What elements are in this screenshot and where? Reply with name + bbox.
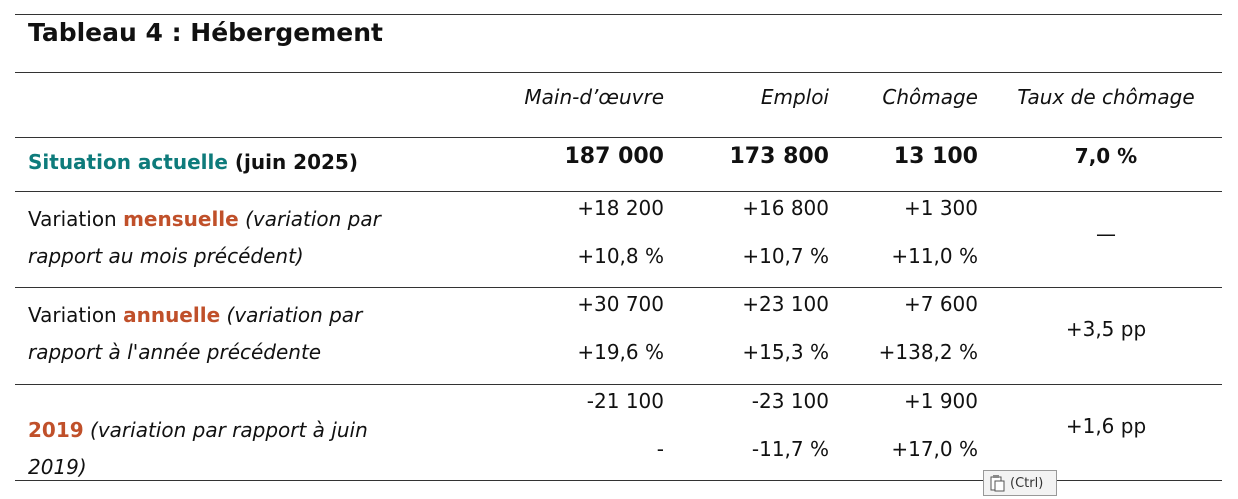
label-part: (variation par rapport à juin 2019) bbox=[28, 418, 368, 479]
cell: +18 200 bbox=[577, 196, 664, 220]
label-part: annuelle bbox=[123, 303, 221, 327]
cell: +1,6 pp bbox=[1065, 414, 1147, 438]
cell: — bbox=[1096, 222, 1116, 246]
column-header: Taux de chômage bbox=[1017, 85, 1195, 109]
column-header: Chômage bbox=[882, 85, 978, 109]
rule bbox=[15, 384, 1222, 385]
cell: 187 000 bbox=[564, 144, 664, 169]
cell: +7 600 bbox=[903, 292, 978, 316]
rule bbox=[15, 287, 1222, 288]
label-part: mensuelle bbox=[123, 207, 239, 231]
row-label: 2019 (variation par rapport à juin 2019) bbox=[28, 412, 428, 486]
cell: +1 300 bbox=[903, 196, 978, 220]
rule bbox=[15, 72, 1222, 73]
cell: +1 900 bbox=[903, 389, 978, 413]
cell: +11,0 % bbox=[891, 244, 978, 268]
row-label: Variation mensuelle (variation par rappo… bbox=[28, 201, 428, 275]
cell: -23 100 bbox=[751, 389, 829, 413]
row-label: Situation actuelle (juin 2025) bbox=[28, 144, 428, 181]
cell: 7,0 % bbox=[1074, 144, 1138, 168]
cell: 13 100 bbox=[893, 144, 978, 169]
cell: +19,6 % bbox=[577, 340, 664, 364]
label-part: (variation par rapport au mois précédent… bbox=[28, 207, 381, 268]
cell: +3,5 pp bbox=[1065, 317, 1147, 341]
cell: +10,7 % bbox=[742, 244, 829, 268]
rule bbox=[15, 14, 1222, 15]
rule bbox=[15, 480, 1222, 481]
label-part: Variation bbox=[28, 207, 124, 231]
rule bbox=[15, 137, 1222, 138]
row-label: Variation annuelle (variation par rappor… bbox=[28, 297, 428, 371]
cell: +30 700 bbox=[577, 292, 664, 316]
cell: +16 800 bbox=[742, 196, 829, 220]
cell: -11,7 % bbox=[751, 437, 829, 461]
cell: +10,8 % bbox=[577, 244, 664, 268]
rule bbox=[15, 191, 1222, 192]
table-title: Tableau 4 : Hébergement bbox=[28, 18, 383, 47]
label-part: 2019 bbox=[28, 418, 84, 442]
paste-icon bbox=[990, 475, 1005, 492]
label-part: Situation actuelle bbox=[28, 150, 228, 174]
cell: +17,0 % bbox=[891, 437, 978, 461]
label-part: (juin 2025) bbox=[227, 150, 358, 174]
column-header: Emploi bbox=[760, 85, 829, 109]
cell: +138,2 % bbox=[878, 340, 978, 364]
column-header: Main-d’œuvre bbox=[524, 85, 664, 109]
cell: 173 800 bbox=[729, 144, 829, 169]
cell: -21 100 bbox=[586, 389, 664, 413]
cell: +23 100 bbox=[742, 292, 829, 316]
label-part: Variation bbox=[28, 303, 124, 327]
cell: +15,3 % bbox=[742, 340, 829, 364]
cell: - bbox=[656, 437, 664, 461]
label-part: (variation par rapport à l'année précéde… bbox=[28, 303, 363, 364]
